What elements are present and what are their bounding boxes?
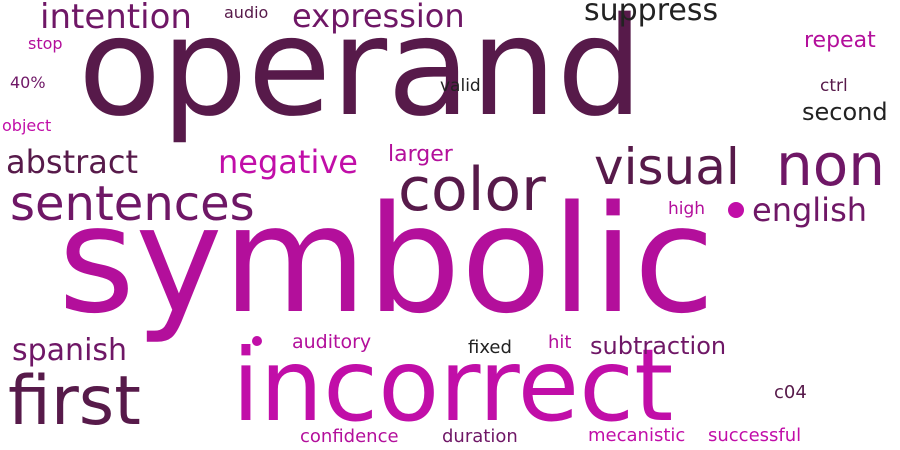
word-second: second <box>802 98 888 126</box>
word-larger: larger <box>388 142 453 167</box>
word-fixed: fixed <box>468 337 512 358</box>
word-ctrl: ctrl <box>820 76 848 96</box>
word-negative: negative <box>218 143 358 181</box>
word-duration: duration <box>442 426 518 447</box>
word-suppress: suppress <box>584 0 719 28</box>
word-valid: valid <box>440 76 481 96</box>
word-c04: c04 <box>774 382 807 403</box>
word-subtraction: subtraction <box>590 332 727 360</box>
word-audio: audio <box>224 3 269 22</box>
word-color: color <box>398 155 546 225</box>
word-high: high <box>668 199 706 219</box>
word-confidence: confidence <box>300 426 399 447</box>
word-expression: expression <box>292 0 465 35</box>
word-non: non <box>776 131 886 199</box>
word-auditory: auditory <box>292 331 372 353</box>
word-object: object <box>2 116 52 135</box>
word-40-percent: 40% <box>10 73 46 92</box>
word-abstract: abstract <box>6 143 139 181</box>
word-english: english <box>752 191 868 229</box>
word-intention: intention <box>40 0 192 37</box>
word-mecanistic: mecanistic <box>588 425 686 446</box>
word-visual: visual <box>594 138 740 196</box>
dot-mark <box>252 336 262 346</box>
word-spanish: spanish <box>12 333 128 368</box>
word-stop: stop <box>28 34 63 53</box>
word-sentences: sentences <box>10 176 255 232</box>
dot-mark <box>728 202 744 218</box>
word-symbolic: symbolic <box>58 174 715 346</box>
word-successful: successful <box>708 425 802 446</box>
word-hit: hit <box>548 332 572 353</box>
word-first: first <box>8 362 141 441</box>
word-operand: operand <box>78 0 643 147</box>
word-repeat: repeat <box>804 28 876 53</box>
word-incorrect: incorrect <box>232 327 674 444</box>
